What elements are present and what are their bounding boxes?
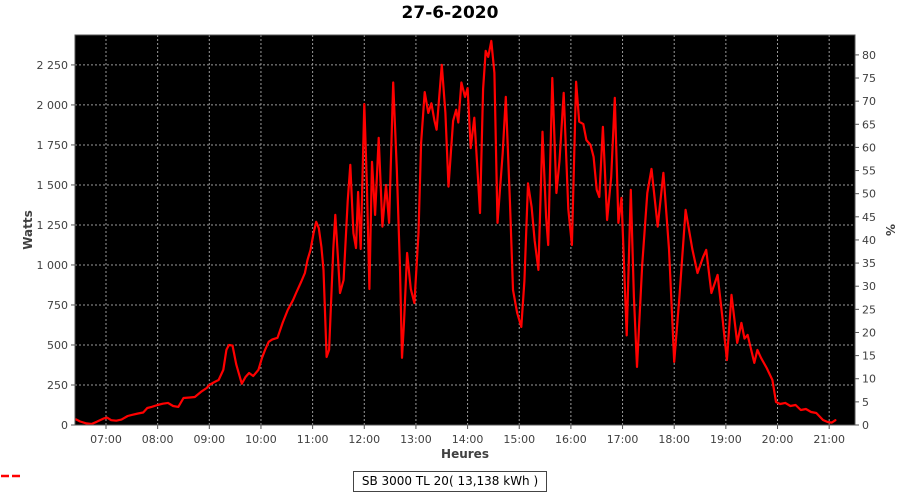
y-right-tick-label: 25 xyxy=(862,303,876,316)
chart-title: 27-6-2020 xyxy=(401,3,499,23)
y-right-tick-label: 10 xyxy=(862,373,876,386)
legend-series-marker xyxy=(1,474,23,478)
y-right-tick-label: 45 xyxy=(862,211,876,224)
y-right-tick-label: 65 xyxy=(862,118,876,131)
y-left-tick-label: 250 xyxy=(47,379,68,392)
y-right-tick-label: 30 xyxy=(862,280,876,293)
x-tick-label: 12:00 xyxy=(348,433,380,446)
y-left-tick-label: 500 xyxy=(47,339,68,352)
y-right-tick-label: 5 xyxy=(862,396,869,409)
x-tick-label: 19:00 xyxy=(710,433,742,446)
y-right-tick-label: 0 xyxy=(862,419,869,432)
legend-series-label: SB 3000 TL 20( 13,138 kWh ) xyxy=(361,474,539,488)
x-tick-label: 13:00 xyxy=(400,433,432,446)
y-left-tick-label: 0 xyxy=(61,419,68,432)
x-tick-label: 21:00 xyxy=(813,433,845,446)
x-tick-label: 10:00 xyxy=(245,433,277,446)
x-tick-label: 17:00 xyxy=(607,433,639,446)
y-right-tick-label: 20 xyxy=(862,326,876,339)
x-tick-label: 07:00 xyxy=(90,433,122,446)
x-tick-label: 18:00 xyxy=(658,433,690,446)
x-tick-label: 09:00 xyxy=(193,433,225,446)
y-right-tick-label: 50 xyxy=(862,188,876,201)
y-left-tick-label: 2 250 xyxy=(37,59,69,72)
y-right-tick-label: 60 xyxy=(862,141,876,154)
plot-area xyxy=(75,35,855,425)
x-tick-label: 15:00 xyxy=(503,433,535,446)
y-right-tick-label: 80 xyxy=(862,49,876,62)
y-right-tick-label: 35 xyxy=(862,257,876,270)
x-tick-label: 08:00 xyxy=(142,433,174,446)
y-left-tick-label: 1 750 xyxy=(37,139,69,152)
y-right-tick-label: 55 xyxy=(862,165,876,178)
y-axis-left-title: Watts xyxy=(20,210,35,250)
y-right-tick-label: 70 xyxy=(862,95,876,108)
y-left-tick-label: 1 250 xyxy=(37,219,69,232)
y-left-tick-label: 1 500 xyxy=(37,179,69,192)
series-line xyxy=(75,39,837,425)
x-tick-label: 14:00 xyxy=(452,433,484,446)
y-left-tick-label: 2 000 xyxy=(37,99,69,112)
y-right-tick-label: 40 xyxy=(862,234,876,247)
y-axis-right-title: % xyxy=(882,223,897,237)
plot-border xyxy=(74,34,856,426)
y-right-tick-label: 15 xyxy=(862,350,876,363)
y-left-tick-label: 750 xyxy=(47,299,68,312)
x-axis-title: Heures xyxy=(441,447,489,461)
y-right-tick-label: 75 xyxy=(862,72,876,85)
x-tick-label: 11:00 xyxy=(297,433,329,446)
legend-box: SB 3000 TL 20( 13,138 kWh ) xyxy=(1,471,548,492)
y-left-tick-label: 1 000 xyxy=(37,259,69,272)
x-tick-label: 16:00 xyxy=(555,433,587,446)
legend: SB 3000 TL 20( 13,138 kWh ) xyxy=(0,471,900,492)
x-tick-label: 20:00 xyxy=(762,433,794,446)
